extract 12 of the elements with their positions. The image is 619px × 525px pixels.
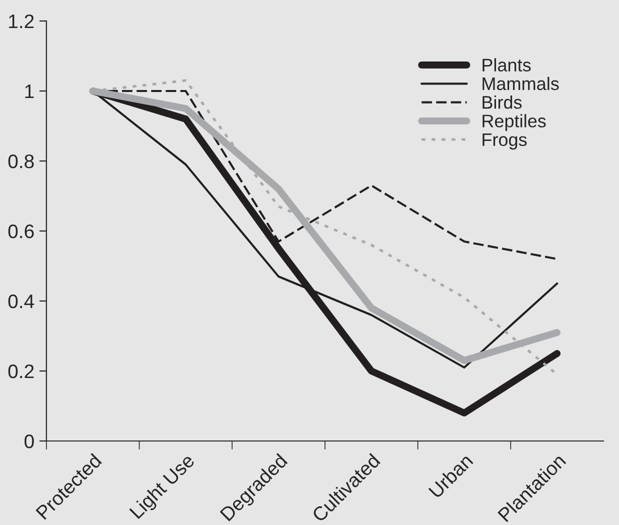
y-tick-label: 0 <box>24 434 34 448</box>
y-tick-label: 0.6 <box>8 224 34 238</box>
y-tick-label: 0.4 <box>8 294 34 308</box>
y-tick-label: 1.2 <box>9 14 34 28</box>
legend-label: Plants <box>482 58 531 72</box>
legend-label: Frogs <box>482 133 527 150</box>
y-tick-label: 0.2 <box>8 364 34 378</box>
y-tick-label: 1 <box>25 84 34 98</box>
legend-label: Mammals <box>482 76 559 90</box>
legend-label: Birds <box>482 96 522 109</box>
y-tick-label: 0.8 <box>8 154 34 168</box>
legend-label: Reptiles <box>482 114 546 131</box>
